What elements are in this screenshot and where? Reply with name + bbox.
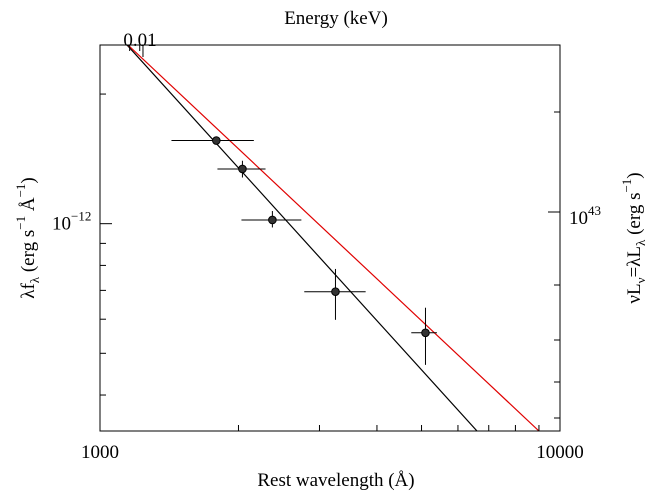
data-point-0: [212, 136, 221, 145]
top-axis-label: Energy (keV): [284, 8, 388, 29]
data-point-3: [331, 287, 340, 297]
x-tick-label-1: 10000: [536, 442, 584, 463]
right-axis-label-text: νLν=λLλ (erg s−1): [619, 172, 648, 303]
fit-line-1: [127, 45, 540, 431]
top-axis-tick-label: 0.01: [123, 30, 156, 51]
y-tick-label-0: 10−12: [52, 209, 91, 235]
right-tick-label-0: 1043: [569, 203, 601, 229]
plot-layer: [126, 45, 540, 431]
data-point-1: [238, 164, 247, 174]
data-point-2: [268, 215, 277, 225]
y-axis-label: λfλ (erg s−1 Å−1): [13, 177, 42, 299]
plot-frame: [99, 44, 561, 432]
x-axis-label: Rest wavelength (Å): [257, 470, 414, 491]
y-axis-label-text: λfλ (erg s−1 Å−1): [13, 177, 42, 299]
right-axis-label: νLν=λLλ (erg s−1): [619, 172, 648, 303]
frame-layer: 1000 10000: [81, 44, 584, 463]
data-point-4: [421, 328, 430, 338]
x-tick-label-0: 1000: [81, 442, 119, 463]
text-layer: Energy (keV) 0.01 Rest wavelength (Å) 10…: [13, 8, 648, 491]
fit-line-0: [126, 45, 478, 431]
